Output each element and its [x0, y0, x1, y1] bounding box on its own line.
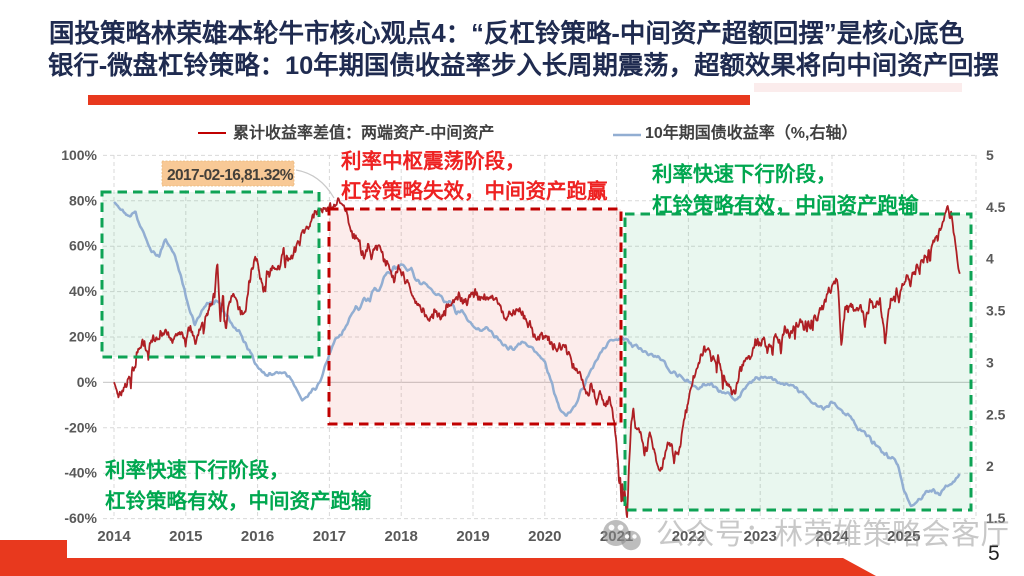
svg-text:2024: 2024 — [815, 528, 849, 545]
svg-text:2022: 2022 — [672, 528, 705, 545]
svg-text:2023: 2023 — [744, 528, 777, 545]
svg-text:利率快速下行阶段，: 利率快速下行阶段， — [105, 458, 290, 482]
svg-text:2015: 2015 — [169, 528, 202, 545]
svg-text:2016: 2016 — [241, 528, 274, 545]
svg-text:4: 4 — [986, 251, 994, 267]
svg-text:-40%: -40% — [64, 465, 97, 481]
svg-text:公众号：林荣雄策略会客厅: 公众号：林荣雄策略会客厅 — [656, 518, 1010, 551]
svg-text:80%: 80% — [69, 192, 98, 208]
svg-text:2019: 2019 — [456, 528, 489, 545]
svg-text:2017-02-16,81.32%: 2017-02-16,81.32% — [167, 167, 294, 184]
svg-text:3.5: 3.5 — [986, 303, 1006, 319]
svg-text:2014: 2014 — [97, 528, 131, 545]
svg-text:4.5: 4.5 — [986, 199, 1006, 215]
svg-text:0%: 0% — [77, 374, 98, 390]
svg-text:2025: 2025 — [887, 528, 920, 545]
svg-text:3: 3 — [986, 354, 994, 370]
svg-text:2.5: 2.5 — [986, 406, 1006, 422]
svg-text:60%: 60% — [69, 238, 98, 254]
svg-text:100%: 100% — [61, 147, 97, 163]
svg-text:40%: 40% — [69, 283, 98, 299]
svg-text:杠铃策略失效，中间资产跑赢: 杠铃策略失效，中间资产跑赢 — [341, 179, 608, 203]
svg-text:2017: 2017 — [313, 528, 346, 545]
svg-text:累计收益率差值：两端资产-中间资产: 累计收益率差值：两端资产-中间资产 — [233, 123, 494, 142]
svg-text:5: 5 — [988, 542, 1000, 565]
svg-text:-20%: -20% — [64, 419, 97, 435]
svg-text:杠铃策略有效，中间资产跑输: 杠铃策略有效，中间资产跑输 — [105, 489, 372, 513]
svg-text:1.5: 1.5 — [986, 510, 1006, 526]
svg-text:10年期国债收益率（%,右轴）: 10年期国债收益率（%,右轴） — [645, 123, 857, 142]
svg-text:杠铃策略有效，中间资产跑输: 杠铃策略有效，中间资产跑输 — [652, 193, 919, 217]
svg-text:2018: 2018 — [385, 528, 418, 545]
svg-text:2020: 2020 — [528, 528, 561, 545]
svg-text:5: 5 — [986, 147, 994, 163]
svg-text:2: 2 — [986, 458, 994, 474]
svg-text:利率快速下行阶段，: 利率快速下行阶段， — [652, 162, 837, 186]
svg-text:-60%: -60% — [64, 510, 97, 526]
svg-text:利率中枢震荡阶段，: 利率中枢震荡阶段， — [341, 149, 526, 173]
svg-text:20%: 20% — [69, 329, 98, 345]
